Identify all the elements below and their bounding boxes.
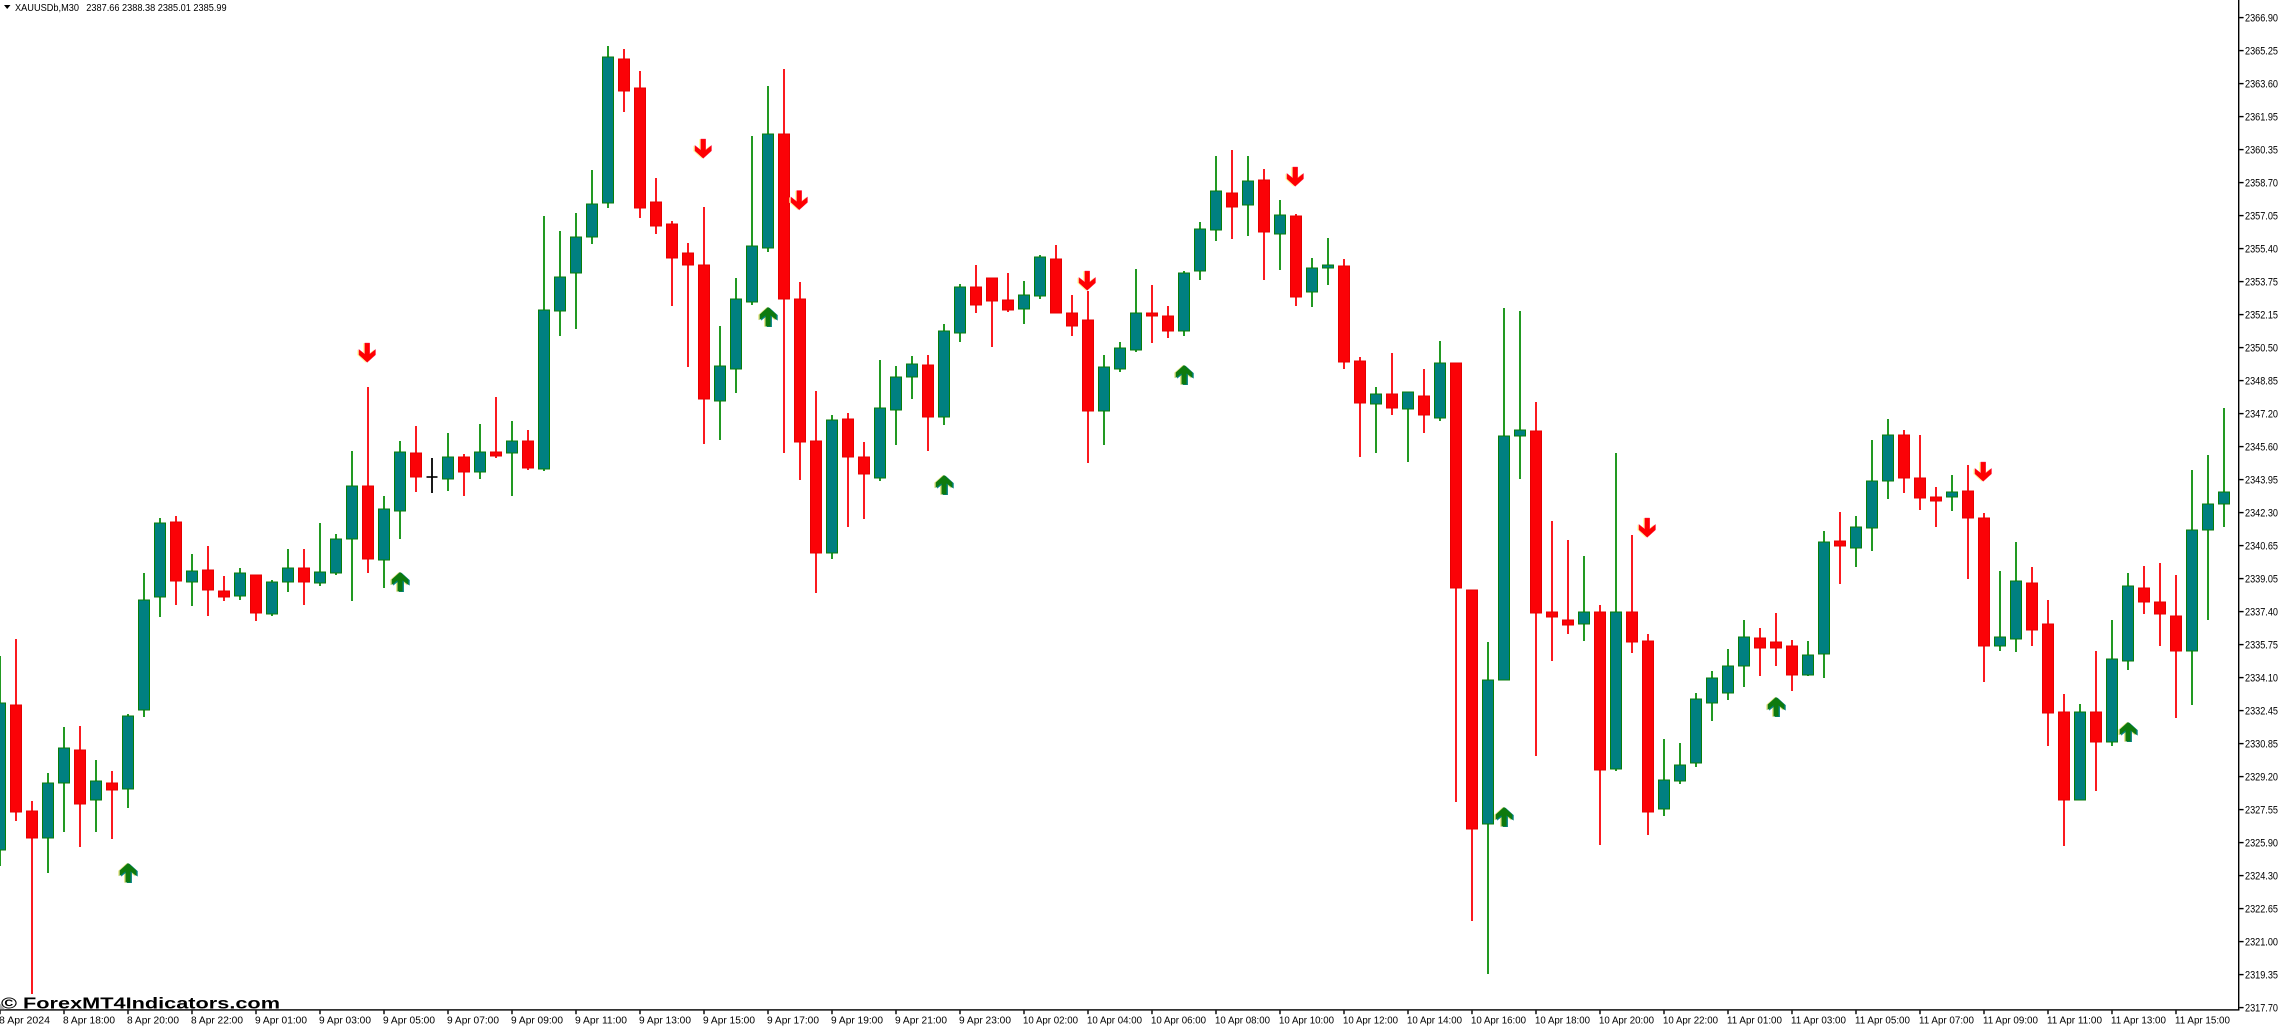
svg-text:2321.00: 2321.00 — [2245, 936, 2278, 948]
svg-text:10 Apr 02:00: 10 Apr 02:00 — [1023, 1015, 1079, 1026]
svg-text:2353.75: 2353.75 — [2245, 276, 2278, 288]
svg-text:11 Apr 05:00: 11 Apr 05:00 — [1855, 1015, 1911, 1026]
svg-text:10 Apr 18:00: 10 Apr 18:00 — [1535, 1015, 1591, 1026]
svg-text:10 Apr 12:00: 10 Apr 12:00 — [1343, 1015, 1399, 1026]
svg-text:8 Apr 20:00: 8 Apr 20:00 — [127, 1015, 180, 1026]
svg-text:10 Apr 08:00: 10 Apr 08:00 — [1215, 1015, 1271, 1026]
svg-text:2357.05: 2357.05 — [2245, 210, 2278, 222]
svg-text:11 Apr 15:00: 11 Apr 15:00 — [2175, 1015, 2231, 1026]
svg-text:2347.20: 2347.20 — [2245, 408, 2278, 420]
svg-text:8 Apr 22:00: 8 Apr 22:00 — [191, 1015, 244, 1026]
svg-text:9 Apr 15:00: 9 Apr 15:00 — [703, 1015, 756, 1026]
svg-text:9 Apr 19:00: 9 Apr 19:00 — [831, 1015, 884, 1026]
svg-text:2319.35: 2319.35 — [2245, 969, 2278, 981]
svg-text:9 Apr 23:00: 9 Apr 23:00 — [959, 1015, 1012, 1026]
svg-text:11 Apr 01:00: 11 Apr 01:00 — [1727, 1015, 1783, 1026]
svg-text:XAUUSDb,M30: XAUUSDb,M30 — [15, 3, 80, 14]
svg-text:© ForexMT4Indicators.com: © ForexMT4Indicators.com — [1, 996, 280, 1013]
svg-text:10 Apr 04:00: 10 Apr 04:00 — [1087, 1015, 1143, 1026]
svg-text:2325.90: 2325.90 — [2245, 837, 2278, 849]
svg-text:2322.65: 2322.65 — [2245, 903, 2278, 915]
svg-text:10 Apr 10:00: 10 Apr 10:00 — [1279, 1015, 1335, 1026]
svg-text:11 Apr 07:00: 11 Apr 07:00 — [1919, 1015, 1975, 1026]
svg-text:2334.10: 2334.10 — [2245, 672, 2278, 684]
svg-text:9 Apr 09:00: 9 Apr 09:00 — [511, 1015, 564, 1026]
svg-text:8 Apr 2024: 8 Apr 2024 — [0, 1015, 51, 1026]
svg-text:11 Apr 09:00: 11 Apr 09:00 — [1983, 1015, 2039, 1026]
svg-text:10 Apr 06:00: 10 Apr 06:00 — [1151, 1015, 1207, 1026]
svg-text:8 Apr 18:00: 8 Apr 18:00 — [63, 1015, 116, 1026]
svg-text:2345.60: 2345.60 — [2245, 441, 2278, 453]
svg-text:2330.85: 2330.85 — [2245, 738, 2278, 750]
svg-text:2363.60: 2363.60 — [2245, 78, 2278, 90]
svg-text:2352.15: 2352.15 — [2245, 309, 2278, 321]
svg-text:10 Apr 20:00: 10 Apr 20:00 — [1599, 1015, 1655, 1026]
svg-text:9 Apr 07:00: 9 Apr 07:00 — [447, 1015, 500, 1026]
svg-text:2342.30: 2342.30 — [2245, 507, 2278, 519]
svg-text:11 Apr 03:00: 11 Apr 03:00 — [1791, 1015, 1847, 1026]
svg-text:2343.95: 2343.95 — [2245, 474, 2278, 486]
svg-text:9 Apr 05:00: 9 Apr 05:00 — [383, 1015, 436, 1026]
svg-text:2358.70: 2358.70 — [2245, 177, 2278, 189]
svg-text:2350.50: 2350.50 — [2245, 342, 2278, 354]
svg-text:2335.75: 2335.75 — [2245, 639, 2278, 651]
svg-text:9 Apr 01:00: 9 Apr 01:00 — [255, 1015, 308, 1026]
svg-text:9 Apr 13:00: 9 Apr 13:00 — [639, 1015, 692, 1026]
svg-text:2387.66 2388.38 2385.01 2385.9: 2387.66 2388.38 2385.01 2385.99 — [86, 3, 226, 14]
svg-text:11 Apr 11:00: 11 Apr 11:00 — [2047, 1015, 2103, 1026]
svg-text:2340.65: 2340.65 — [2245, 540, 2278, 552]
svg-text:10 Apr 14:00: 10 Apr 14:00 — [1407, 1015, 1463, 1026]
svg-text:9 Apr 21:00: 9 Apr 21:00 — [895, 1015, 948, 1026]
svg-text:10 Apr 22:00: 10 Apr 22:00 — [1663, 1015, 1719, 1026]
svg-text:2360.35: 2360.35 — [2245, 144, 2278, 156]
svg-text:2324.30: 2324.30 — [2245, 870, 2278, 882]
svg-text:9 Apr 17:00: 9 Apr 17:00 — [767, 1015, 820, 1026]
svg-text:11 Apr 13:00: 11 Apr 13:00 — [2111, 1015, 2167, 1026]
svg-text:2317.70: 2317.70 — [2245, 1002, 2278, 1014]
svg-text:2366.90: 2366.90 — [2245, 12, 2278, 24]
svg-text:2339.05: 2339.05 — [2245, 573, 2278, 585]
svg-text:2355.40: 2355.40 — [2245, 243, 2278, 255]
svg-text:2337.40: 2337.40 — [2245, 606, 2278, 618]
svg-text:2332.45: 2332.45 — [2245, 705, 2278, 717]
svg-text:2361.95: 2361.95 — [2245, 111, 2278, 123]
svg-text:10 Apr 16:00: 10 Apr 16:00 — [1471, 1015, 1527, 1026]
svg-text:9 Apr 11:00: 9 Apr 11:00 — [575, 1015, 628, 1026]
svg-text:2365.25: 2365.25 — [2245, 45, 2278, 57]
svg-text:2327.55: 2327.55 — [2245, 804, 2278, 816]
svg-text:9 Apr 03:00: 9 Apr 03:00 — [319, 1015, 372, 1026]
svg-text:2348.85: 2348.85 — [2245, 375, 2278, 387]
svg-text:2329.20: 2329.20 — [2245, 771, 2278, 783]
